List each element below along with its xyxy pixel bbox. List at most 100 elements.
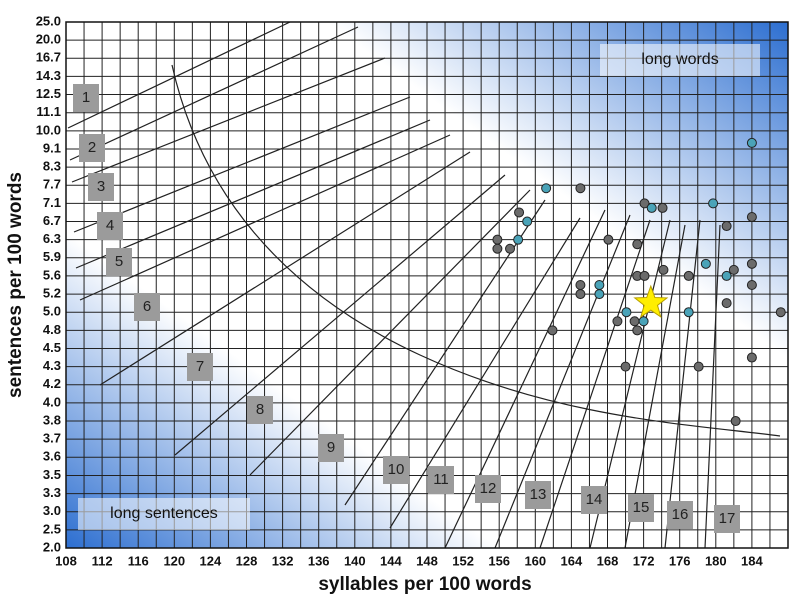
x-tick-label: 128 xyxy=(236,553,258,568)
grade-label: 3 xyxy=(97,178,105,195)
grade-label: 5 xyxy=(115,253,123,270)
point xyxy=(575,183,586,194)
point xyxy=(513,234,524,245)
point xyxy=(746,280,757,290)
grade-label: 8 xyxy=(256,401,264,418)
grade-label: 10 xyxy=(388,461,405,478)
point xyxy=(721,221,732,232)
point xyxy=(639,270,650,281)
point xyxy=(541,183,552,194)
grade-box xyxy=(134,293,160,321)
plot-frame xyxy=(65,21,789,549)
x-tick-label: 124 xyxy=(200,553,222,568)
grade-label: 14 xyxy=(586,491,603,508)
y-tick-label: 5.6 xyxy=(43,267,61,282)
point xyxy=(708,198,719,209)
x-tick-label: 164 xyxy=(561,553,583,568)
x-tick-label: 132 xyxy=(272,553,294,568)
y-tick-label: 4.0 xyxy=(43,394,61,409)
y-tick-label: 16.7 xyxy=(36,50,61,65)
grade-label: 7 xyxy=(196,358,204,375)
y-tick-label: 3.0 xyxy=(43,503,61,518)
x-tick-label: 140 xyxy=(344,553,366,568)
grade-label: 15 xyxy=(633,499,650,516)
y-tick-label: 11.1 xyxy=(36,104,61,119)
x-tick-label: 180 xyxy=(705,553,727,568)
highlight-star xyxy=(633,284,669,319)
point xyxy=(746,258,757,269)
y-tick-label: 8.3 xyxy=(43,159,61,174)
point xyxy=(594,289,605,300)
y-tick-label: 3.7 xyxy=(43,431,61,446)
grade-label: 6 xyxy=(143,298,151,315)
point xyxy=(639,198,650,209)
grade-box xyxy=(97,212,123,240)
point xyxy=(683,270,694,281)
grade-box xyxy=(106,248,132,276)
grade-lines xyxy=(67,21,781,549)
annotation-box xyxy=(600,44,760,76)
y-tick-label: 2.5 xyxy=(43,521,61,536)
point xyxy=(505,243,516,254)
grade-box xyxy=(628,494,654,522)
y-tick-label: 5.9 xyxy=(43,249,61,264)
points xyxy=(492,137,786,427)
x-tick-label: 112 xyxy=(92,553,113,568)
x-tick-label: 108 xyxy=(55,553,77,568)
y-tick-label: 4.5 xyxy=(43,340,61,355)
grade-box xyxy=(318,434,344,462)
y-axis-title: sentences per 100 words xyxy=(5,172,26,398)
grade-label: 4 xyxy=(106,217,114,234)
y-tick-label: 25.0 xyxy=(36,13,61,28)
point xyxy=(522,216,533,227)
grade-label: 9 xyxy=(327,439,335,456)
point xyxy=(746,352,757,363)
point xyxy=(603,234,614,245)
y-tick-label: 5.0 xyxy=(43,304,61,319)
y-tick-label: 12.5 xyxy=(36,86,61,101)
annotation-box xyxy=(78,498,250,530)
x-tick-label: 152 xyxy=(452,553,474,568)
point xyxy=(693,361,704,372)
point xyxy=(683,307,694,318)
point xyxy=(575,289,586,300)
grade-label: 17 xyxy=(719,510,736,527)
y-tick-label: 6.3 xyxy=(43,231,61,246)
point xyxy=(700,258,711,269)
point xyxy=(632,239,643,250)
point xyxy=(620,361,631,372)
y-tick-label: 2.0 xyxy=(43,539,61,554)
grade-box xyxy=(525,481,551,509)
point xyxy=(728,264,739,275)
x-tick-label: 172 xyxy=(633,553,655,568)
annotation: long words xyxy=(641,51,718,68)
grade-label: 16 xyxy=(672,506,689,523)
y-tick-label: 4.8 xyxy=(43,322,61,337)
grade-label: 12 xyxy=(480,480,497,497)
y-tick-label: 4.2 xyxy=(43,376,61,391)
y-tick-label: 3.5 xyxy=(43,467,61,482)
grade-box xyxy=(428,466,454,494)
point xyxy=(746,137,757,148)
point xyxy=(575,280,586,290)
grade-box xyxy=(714,505,740,533)
grade-label: 13 xyxy=(530,486,547,503)
x-tick-label: 116 xyxy=(128,553,149,568)
point xyxy=(730,416,741,427)
point xyxy=(621,307,632,318)
y-tick-label: 3.6 xyxy=(43,449,61,464)
grade-box xyxy=(247,396,273,424)
annotation: long sentences xyxy=(110,505,218,522)
y-tick-label: 7.1 xyxy=(43,195,61,210)
point xyxy=(612,316,623,327)
x-tick-label: 144 xyxy=(380,553,402,568)
y-tick-label: 3.3 xyxy=(43,485,61,500)
point xyxy=(721,270,732,281)
point xyxy=(746,211,757,222)
point xyxy=(514,207,525,218)
x-tick-label: 184 xyxy=(741,553,763,568)
point xyxy=(775,307,786,318)
grade-box xyxy=(187,353,213,381)
